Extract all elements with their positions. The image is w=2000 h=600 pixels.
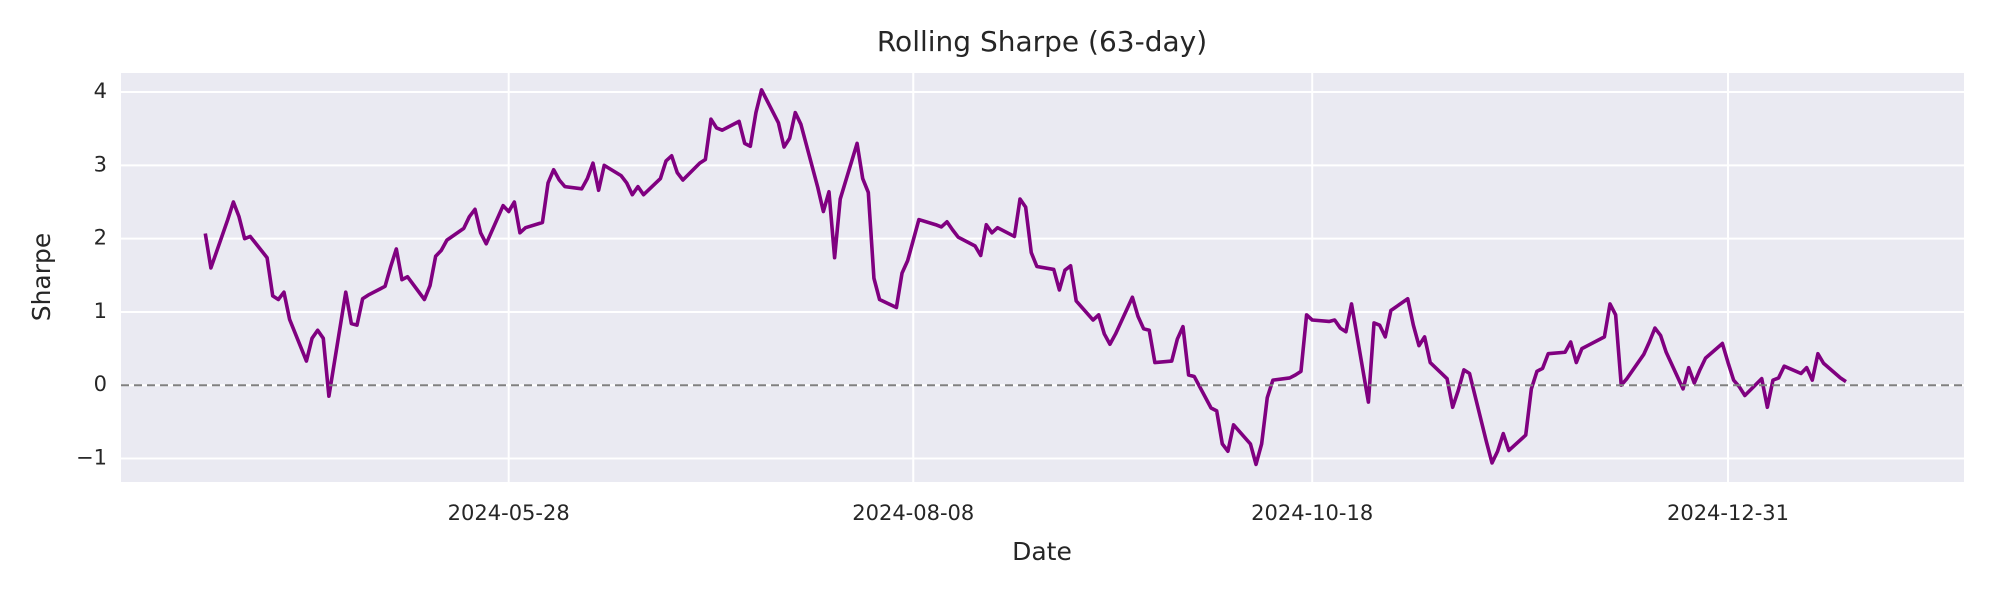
data-line bbox=[203, 88, 1847, 467]
x-tick-label: 2024-10-18 bbox=[1251, 501, 1373, 525]
y-tick-label: 0 bbox=[94, 372, 107, 396]
y-tick-label: 4 bbox=[94, 79, 107, 103]
x-axis-label: Date bbox=[1012, 537, 1072, 566]
x-tick-label: 2024-05-28 bbox=[448, 501, 570, 525]
chart-title: Rolling Sharpe (63-day) bbox=[877, 25, 1207, 58]
y-tick-label: −1 bbox=[76, 446, 107, 470]
y-tick-label: 1 bbox=[94, 299, 107, 323]
y-tick-label: 2 bbox=[94, 226, 107, 250]
x-tick-label: 2024-08-08 bbox=[852, 501, 974, 525]
x-tick-label: 2024-12-31 bbox=[1667, 501, 1789, 525]
plot-area bbox=[121, 73, 1964, 482]
y-tick-label: 3 bbox=[94, 152, 107, 176]
y-axis-label: Sharpe bbox=[27, 233, 56, 322]
